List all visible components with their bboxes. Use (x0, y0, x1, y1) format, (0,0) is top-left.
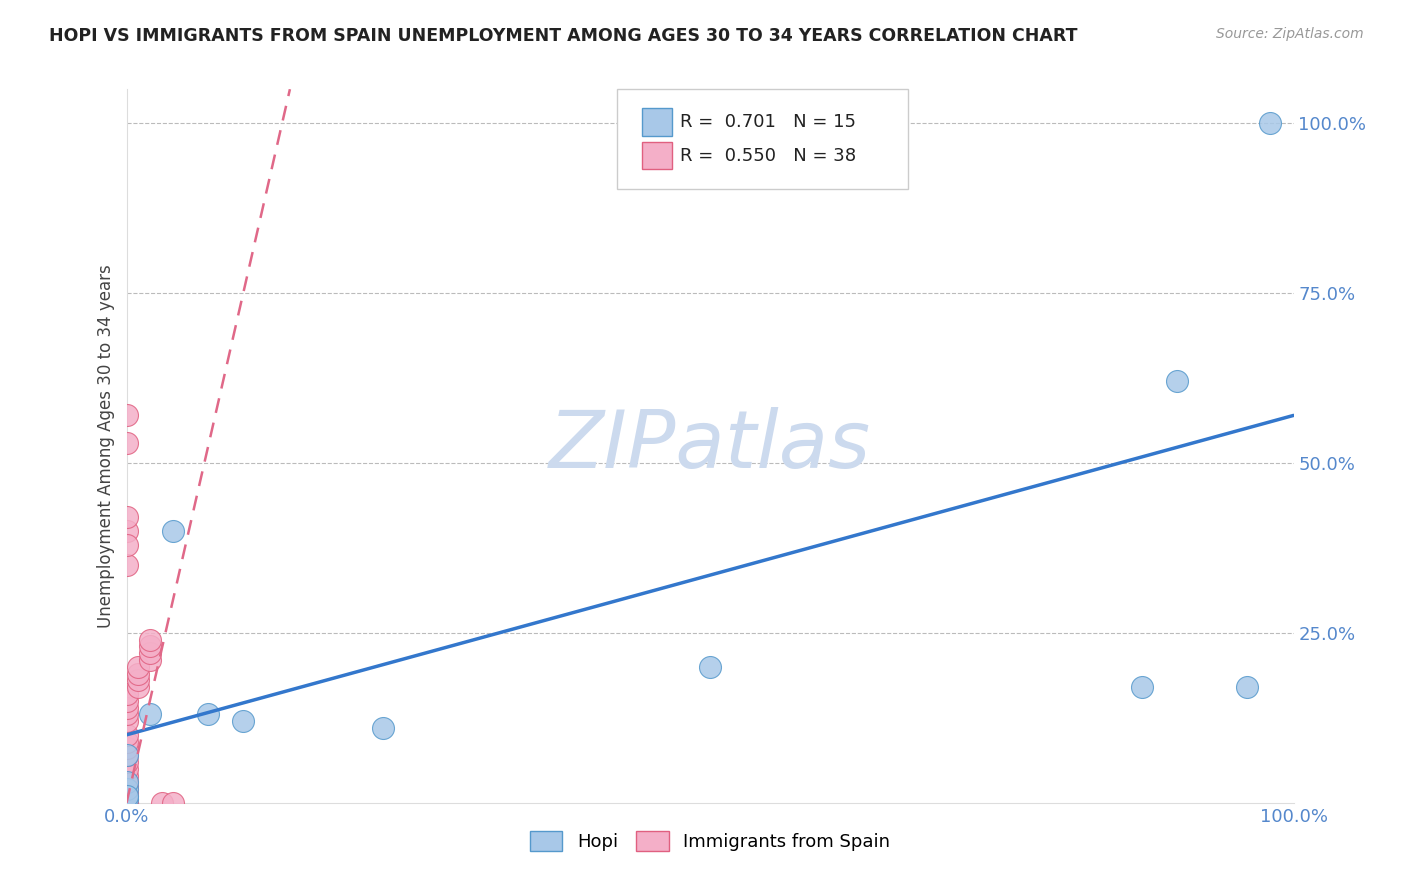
FancyBboxPatch shape (643, 109, 672, 136)
Point (115, 741, 138, 756)
Legend: Hopi, Immigrants from Spain: Hopi, Immigrants from Spain (523, 823, 897, 858)
Point (127, 673, 149, 688)
Text: ZIPatlas: ZIPatlas (548, 407, 872, 485)
Point (115, 524, 138, 538)
Point (162, 796, 184, 810)
Point (1236, 680, 1258, 694)
Point (115, 510, 138, 524)
Point (139, 653, 162, 667)
Point (150, 796, 173, 810)
Point (115, 409, 138, 423)
Point (127, 680, 149, 694)
Point (699, 660, 721, 674)
FancyBboxPatch shape (617, 89, 908, 189)
Point (1166, 375, 1188, 389)
Point (115, 775, 138, 789)
Point (232, 714, 254, 729)
Point (115, 734, 138, 748)
Point (373, 721, 395, 735)
FancyBboxPatch shape (643, 142, 672, 169)
Point (162, 524, 184, 538)
Point (115, 762, 138, 776)
Point (115, 707, 138, 722)
Point (115, 694, 138, 708)
Y-axis label: Unemployment Among Ages 30 to 34 years: Unemployment Among Ages 30 to 34 years (97, 264, 115, 628)
Point (115, 786, 138, 800)
Point (115, 796, 138, 810)
Text: Source: ZipAtlas.com: Source: ZipAtlas.com (1216, 27, 1364, 41)
Point (115, 714, 138, 729)
Point (127, 660, 149, 674)
Point (115, 700, 138, 714)
Text: HOPI VS IMMIGRANTS FROM SPAIN UNEMPLOYMENT AMONG AGES 30 TO 34 YEARS CORRELATION: HOPI VS IMMIGRANTS FROM SPAIN UNEMPLOYME… (49, 27, 1078, 45)
Point (139, 640, 162, 654)
Point (115, 537, 138, 551)
Point (115, 796, 138, 810)
Point (115, 558, 138, 572)
Point (115, 792, 138, 806)
Point (115, 789, 138, 803)
Point (139, 707, 162, 722)
Point (115, 769, 138, 783)
Point (197, 707, 219, 722)
Point (1258, 116, 1281, 130)
Point (115, 792, 138, 806)
Point (115, 796, 138, 810)
Text: R =  0.550   N = 38: R = 0.550 N = 38 (679, 146, 856, 164)
Point (115, 775, 138, 789)
Point (1130, 680, 1153, 694)
Point (115, 748, 138, 763)
Point (115, 687, 138, 701)
Point (127, 666, 149, 681)
Point (115, 789, 138, 803)
Point (115, 779, 138, 793)
Point (139, 646, 162, 660)
Point (115, 782, 138, 797)
Point (115, 755, 138, 769)
Point (115, 782, 138, 797)
Point (115, 748, 138, 763)
Point (115, 796, 138, 810)
Point (115, 435, 138, 450)
Point (115, 728, 138, 742)
Point (139, 632, 162, 647)
Text: R =  0.701   N = 15: R = 0.701 N = 15 (679, 113, 856, 131)
